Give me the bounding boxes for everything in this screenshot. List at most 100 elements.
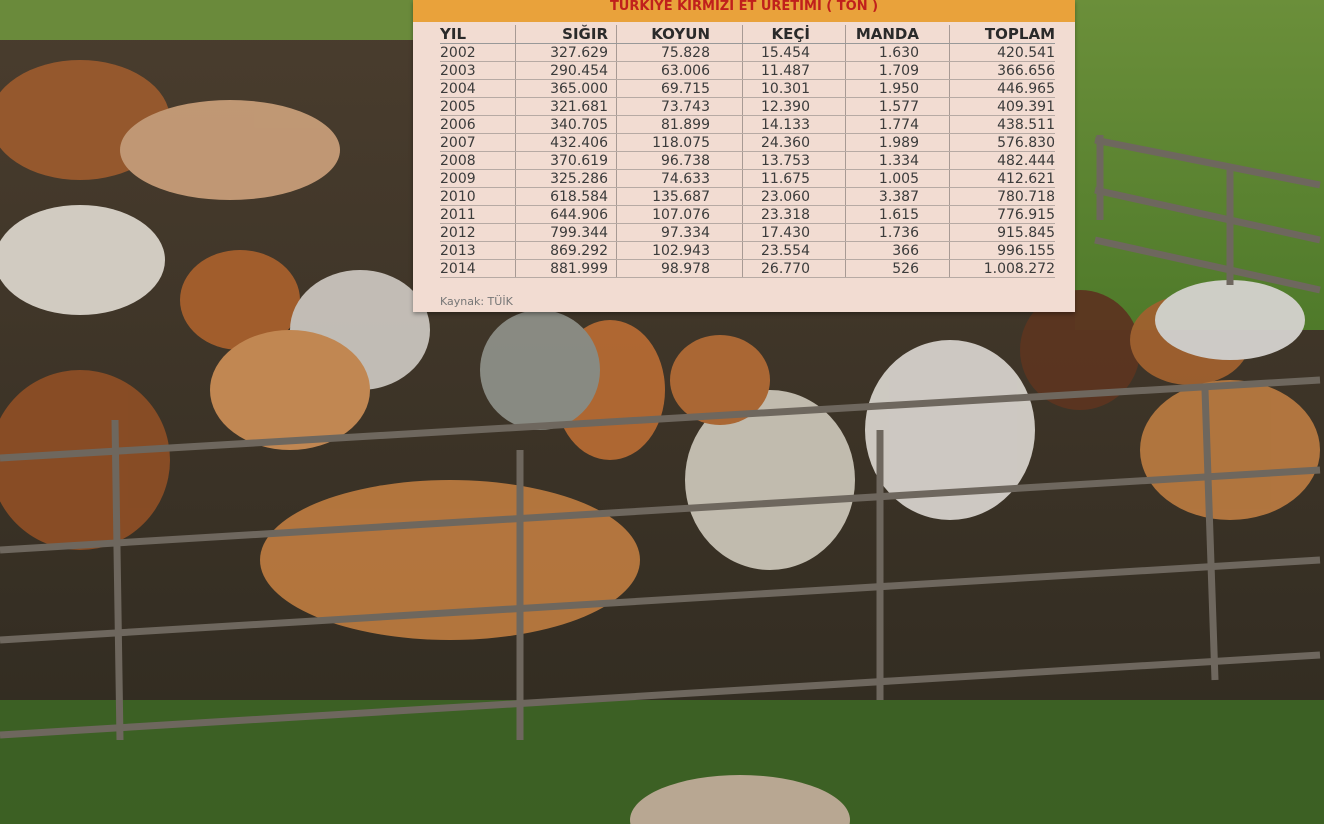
table-cell: 11.487 (743, 62, 846, 80)
table-cell: 321.681 (516, 98, 617, 116)
table-cell: 2003 (440, 62, 516, 80)
column-header: SIĞIR (516, 25, 617, 44)
table-cell: 118.075 (617, 134, 743, 152)
table-cell: 102.943 (617, 242, 743, 260)
column-header: KEÇİ (743, 25, 846, 44)
table-cell: 618.584 (516, 188, 617, 206)
table-cell: 15.454 (743, 44, 846, 62)
page: TÜRKİYE KIRMIZI ET ÜRETİMİ ( TON ) YILSI… (0, 0, 1324, 824)
table-cell: 340.705 (516, 116, 617, 134)
table-cell: 644.906 (516, 206, 617, 224)
table-cell: 23.060 (743, 188, 846, 206)
table-cell: 3.387 (846, 188, 950, 206)
table-cell: 135.687 (617, 188, 743, 206)
table-cell: 780.718 (950, 188, 1056, 206)
column-header: MANDA (846, 25, 950, 44)
table-cell: 2008 (440, 152, 516, 170)
table-cell: 420.541 (950, 44, 1056, 62)
table-cell: 2004 (440, 80, 516, 98)
table-cell: 1.736 (846, 224, 950, 242)
table-cell: 290.454 (516, 62, 617, 80)
table-cell: 1.989 (846, 134, 950, 152)
table-cell: 446.965 (950, 80, 1056, 98)
table-cell: 73.743 (617, 98, 743, 116)
table-cell: 432.406 (516, 134, 617, 152)
table-cell: 799.344 (516, 224, 617, 242)
table-cell: 69.715 (617, 80, 743, 98)
table-cell: 97.334 (617, 224, 743, 242)
table-cell: 107.076 (617, 206, 743, 224)
table-cell: 325.286 (516, 170, 617, 188)
table-cell: 2006 (440, 116, 516, 134)
column-header: YIL (440, 25, 516, 44)
table-cell: 365.000 (516, 80, 617, 98)
table-cell: 2010 (440, 188, 516, 206)
table-cell: 438.511 (950, 116, 1056, 134)
column-header: TOPLAM (950, 25, 1056, 44)
table-cell: 526 (846, 260, 950, 278)
table-cell: 24.360 (743, 134, 846, 152)
table-cell: 2012 (440, 224, 516, 242)
table-cell: 23.318 (743, 206, 846, 224)
table-cell: 17.430 (743, 224, 846, 242)
table-title: TÜRKİYE KIRMIZI ET ÜRETİMİ ( TON ) (413, 0, 1075, 22)
table-cell: 1.615 (846, 206, 950, 224)
table-cell: 11.675 (743, 170, 846, 188)
table-cell: 370.619 (516, 152, 617, 170)
table-cell: 1.005 (846, 170, 950, 188)
table-cell: 2014 (440, 260, 516, 278)
table-cell: 327.629 (516, 44, 617, 62)
table-cell: 1.950 (846, 80, 950, 98)
table-cell: 10.301 (743, 80, 846, 98)
table-cell: 2007 (440, 134, 516, 152)
source-note: Kaynak: TÜİK (440, 295, 513, 308)
table-cell: 1.577 (846, 98, 950, 116)
table-cell: 2013 (440, 242, 516, 260)
table-cell: 482.444 (950, 152, 1056, 170)
table-cell: 996.155 (950, 242, 1056, 260)
table-cell: 1.709 (846, 62, 950, 80)
table-cell: 1.630 (846, 44, 950, 62)
table-cell: 74.633 (617, 170, 743, 188)
table-cell: 96.738 (617, 152, 743, 170)
table-cell: 366.656 (950, 62, 1056, 80)
table-cell: 12.390 (743, 98, 846, 116)
table-cell: 1.774 (846, 116, 950, 134)
table-cell: 776.915 (950, 206, 1056, 224)
table-cell: 1.334 (846, 152, 950, 170)
table-cell: 2009 (440, 170, 516, 188)
table-cell: 14.133 (743, 116, 846, 134)
table-cell: 63.006 (617, 62, 743, 80)
column-header: KOYUN (617, 25, 743, 44)
table-cell: 13.753 (743, 152, 846, 170)
table-cell: 1.008.272 (950, 260, 1056, 278)
table-cell: 2002 (440, 44, 516, 62)
table-cell: 23.554 (743, 242, 846, 260)
table-cell: 869.292 (516, 242, 617, 260)
table-cell: 98.978 (617, 260, 743, 278)
table-cell: 75.828 (617, 44, 743, 62)
table-cell: 2011 (440, 206, 516, 224)
table-cell: 26.770 (743, 260, 846, 278)
table-cell: 366 (846, 242, 950, 260)
table-cell: 412.621 (950, 170, 1056, 188)
table-cell: 915.845 (950, 224, 1056, 242)
table-cell: 409.391 (950, 98, 1056, 116)
table-cell: 2005 (440, 98, 516, 116)
